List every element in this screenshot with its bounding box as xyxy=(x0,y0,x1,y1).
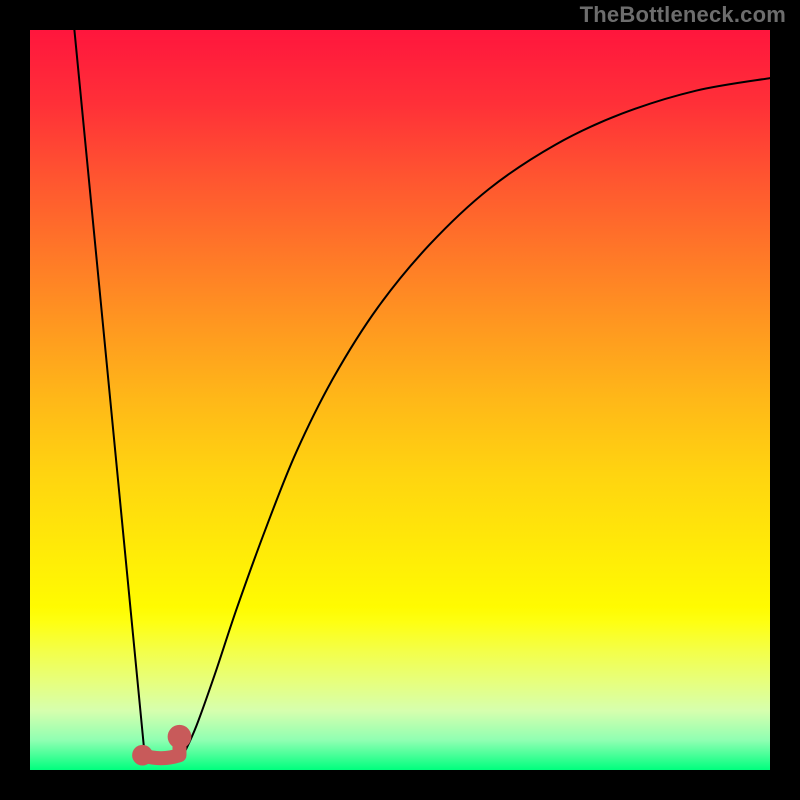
plot-background xyxy=(30,30,770,770)
chart-plot xyxy=(0,0,800,800)
watermark-text: TheBottleneck.com xyxy=(580,2,786,28)
